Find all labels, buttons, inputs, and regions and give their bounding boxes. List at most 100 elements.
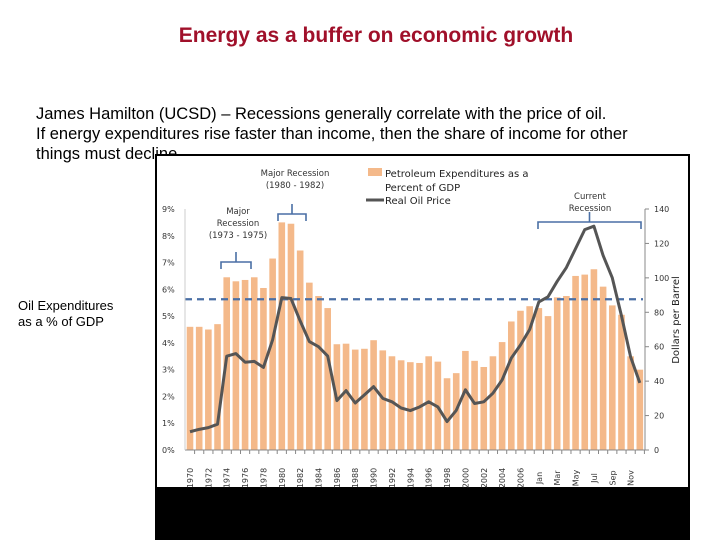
x-tick-label: 1998 xyxy=(443,468,452,488)
left-tick-label: 2% xyxy=(162,392,175,401)
bar xyxy=(232,281,240,450)
side-label-line: as a % of GDP xyxy=(18,314,104,329)
bar xyxy=(581,274,589,450)
bar xyxy=(315,296,322,450)
bars xyxy=(186,222,644,450)
bar xyxy=(241,279,249,450)
annotation-text: Recession xyxy=(569,204,611,214)
bar xyxy=(563,296,570,450)
bar xyxy=(618,314,625,450)
annotation-text: (1973 - 1975) xyxy=(209,231,267,241)
right-axis-label: Dollars per Barrel xyxy=(671,276,682,364)
recession-bracket xyxy=(537,212,642,229)
x-tick-label: 1972 xyxy=(204,468,213,488)
bar xyxy=(608,305,616,450)
x-tick-label: 1984 xyxy=(315,468,324,488)
annotation-text: Major xyxy=(226,207,250,217)
bar xyxy=(480,366,488,450)
right-tick-label: 20 xyxy=(654,412,664,421)
left-tick-label: 3% xyxy=(162,366,175,375)
annotations: Major Recession (1980 - 1982) Major Recessi… xyxy=(209,169,642,269)
bar xyxy=(572,275,579,450)
recession-bracket xyxy=(277,204,307,221)
left-tick-label: 5% xyxy=(162,312,175,321)
x-tick-label: Nov xyxy=(627,470,636,486)
bar xyxy=(287,223,295,450)
bar xyxy=(250,277,258,450)
bar xyxy=(306,282,313,450)
x-tick-label: 1980 xyxy=(278,468,287,488)
bar xyxy=(627,356,634,450)
right-tick-label: 120 xyxy=(654,239,669,248)
x-tick-label: 2004 xyxy=(498,468,507,488)
legend-label-bar-2: Percent of GDP xyxy=(385,183,460,194)
x-tick-label: 1990 xyxy=(370,468,379,488)
x-tick-label: 1978 xyxy=(259,468,268,488)
right-tick-label: 0 xyxy=(654,446,659,455)
left-tick-label: 9% xyxy=(162,205,175,214)
bar xyxy=(214,324,221,450)
x-tick-label: 2006 xyxy=(516,468,525,488)
x-tick-label: May xyxy=(572,469,581,486)
right-tick-label: 100 xyxy=(654,274,669,283)
right-tick-label: 40 xyxy=(654,377,664,386)
body-line: If energy expenditures rise faster than … xyxy=(36,125,628,143)
bar xyxy=(443,378,451,450)
bar xyxy=(462,350,469,450)
bar xyxy=(205,329,212,450)
bar xyxy=(195,326,203,450)
oil-price-line xyxy=(189,224,642,434)
legend-label-bar-1: Petroleum Expenditures as a xyxy=(385,169,528,180)
bar xyxy=(407,362,414,450)
bar xyxy=(397,360,405,450)
x-tick-label: 1974 xyxy=(223,468,232,488)
bar xyxy=(269,258,276,450)
x-tick-label: 1988 xyxy=(351,468,360,488)
bar xyxy=(590,269,598,450)
bar xyxy=(278,222,286,450)
body-line: things must decline xyxy=(36,145,178,163)
left-tick-label: 7% xyxy=(162,259,175,268)
body-line: James Hamilton (UCSD) – Recessions gener… xyxy=(36,105,607,123)
right-tick-label: 140 xyxy=(654,205,669,214)
bar xyxy=(517,310,524,450)
bar xyxy=(471,360,478,450)
right-tick-label: 60 xyxy=(654,343,664,352)
x-tick-label: 1986 xyxy=(333,468,342,488)
line-series xyxy=(189,224,642,434)
bar xyxy=(498,342,506,450)
bar xyxy=(553,297,561,450)
x-tick-label: 2000 xyxy=(461,468,470,488)
left-tick-label: 0% xyxy=(162,446,175,455)
bar xyxy=(379,350,387,450)
annotation-text: Major Recession xyxy=(261,169,330,179)
bar xyxy=(260,287,267,450)
slide-body: James Hamilton (UCSD) – Recessions gener… xyxy=(36,104,716,164)
bar xyxy=(370,340,377,450)
side-label-line: Oil Expenditures xyxy=(18,298,114,313)
legend-swatch-bar xyxy=(368,168,382,176)
axes: 0% 1% 2% 3% 4% 5% 6% 7% 8% 9% 0 20 40 60 80 100 120 140 19… xyxy=(162,205,669,488)
left-tick-label: 4% xyxy=(162,339,175,348)
left-tick-label: 1% xyxy=(162,419,175,428)
x-tick-label: 1994 xyxy=(406,468,415,488)
x-tick-label: Jul xyxy=(590,473,599,484)
bar xyxy=(526,306,533,450)
bar xyxy=(324,308,331,450)
legend: Petroleum Expenditures as a Percent of G… xyxy=(366,168,528,207)
legend-label-line: Real Oil Price xyxy=(385,196,451,207)
recession-bracket xyxy=(220,252,252,269)
black-band xyxy=(155,487,690,540)
side-axis-label: Oil Expenditures as a % of GDP xyxy=(18,298,113,330)
left-tick-label: 8% xyxy=(162,232,175,241)
bar xyxy=(535,308,543,450)
right-tick-label: 80 xyxy=(654,308,664,317)
annotation-text: Recession xyxy=(217,219,259,229)
x-tick-label: Mar xyxy=(553,470,562,486)
x-tick-label: 1976 xyxy=(241,468,250,488)
x-tick-label: 1996 xyxy=(425,468,434,488)
bar xyxy=(361,348,368,450)
x-tick-label: 1970 xyxy=(186,468,195,488)
x-tick-label: 1992 xyxy=(388,468,397,488)
